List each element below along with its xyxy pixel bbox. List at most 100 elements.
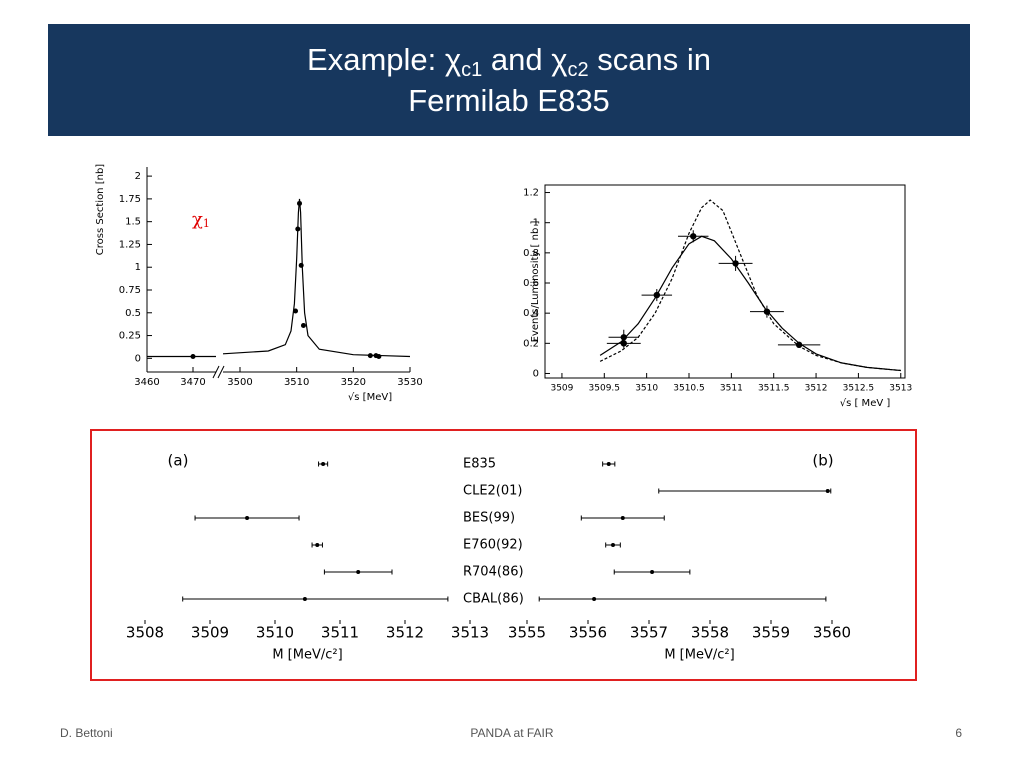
x-tick-label: 3509.5 [589,384,621,394]
y-tick-label: 0.75 [119,285,141,296]
y-tick-label: 1.75 [119,194,141,205]
data-point [620,516,625,520]
x-tick-label: 3510.5 [673,384,705,394]
category-label: BES(99) [463,511,515,526]
data-point [732,260,739,267]
y-tick-label: 0.2 [523,338,539,349]
x-tick-label: 3520 [341,377,366,388]
y-tick-label: 0 [533,368,539,379]
category-label: R704(86) [463,565,524,580]
y-tick-label: 0.25 [119,331,141,342]
x-tick-label: 3511 [321,624,359,642]
category-label: CBAL(86) [463,592,524,607]
x-tick-label: 3510 [256,624,294,642]
x-tick-label: 3512 [386,624,424,642]
data-point [295,226,301,232]
data-point [367,353,373,359]
x-tick-label: 3508 [126,624,164,642]
data-point [690,233,697,240]
x-axis-label: M [MeV/c²] [272,648,342,663]
x-tick-label: 3470 [180,377,205,388]
x-tick-label: 3559 [752,624,790,642]
x-tick-label: 3513 [889,384,912,394]
title-part: Example: χ [307,42,461,77]
y-tick-label: 1 [533,218,539,229]
data-point [302,597,307,601]
category-label: CLE2(01) [463,484,523,499]
y-tick-label: 0 [135,353,141,364]
y-tick-label: 0.5 [125,308,141,319]
x-tick-label: 3513 [451,624,489,642]
data-point [321,462,326,466]
y-tick-label: 2 [135,171,141,182]
data-point [315,543,320,547]
data-point [763,308,771,315]
x-tick-label: 3558 [691,624,729,642]
y-tick-label: 0.8 [523,248,539,259]
y-axis-label: Events/Luminosity [ nb ] [530,221,541,343]
x-tick-label: 3530 [397,377,422,388]
x-tick-label: 3556 [569,624,607,642]
data-point [356,570,361,574]
data-point [795,341,803,349]
y-tick-label: 1.2 [523,188,539,199]
data-point [293,308,299,314]
title-part: and χ [482,42,567,77]
title-sub: c2 [568,59,589,81]
category-label: E760(92) [463,538,523,553]
x-tick-label: 3512.5 [843,384,875,394]
title-line: Example: χc1 and χc2 scans in [307,42,711,81]
plot-frame [544,184,906,379]
data-point [606,462,611,466]
x-tick-label: 3460 [134,377,159,388]
x-tick-label: 3510 [635,384,658,394]
fit-curve [147,198,411,358]
data-point [190,354,196,360]
footer-author: D. Bettoni [60,726,113,740]
x-tick-label: 3509 [550,384,573,394]
data-point [620,334,627,341]
annotation-part: χ [192,209,203,230]
y-tick-label: 1.5 [125,217,141,228]
x-tick-label: 3511.5 [758,384,790,394]
x-tick-label: 3512 [805,384,828,394]
x-tick-label: 3557 [630,624,668,642]
title-part: scans in [589,42,711,77]
y-tick-label: 0.4 [523,308,539,319]
data-point [592,597,597,601]
x-axis-label: √s [MeV] [348,392,392,403]
annotation: χ1 [192,209,210,230]
data-point [376,354,382,360]
x-axis-label: M [MeV/c²] [664,648,734,663]
annotation-sub: 1 [203,217,210,230]
category-label: E835 [463,457,496,472]
x-tick-label: 3511 [720,384,743,394]
data-point [298,262,304,268]
fit-curve [599,235,901,372]
data-point [653,291,661,299]
data-point [245,516,250,520]
page-number: 6 [955,726,962,740]
data-point [825,489,830,493]
footer-center: PANDA at FAIR [470,726,553,740]
data-point [297,200,302,206]
x-tick-label: 3555 [508,624,546,642]
panel-label: (a) [168,452,189,470]
data-point [300,323,306,329]
panel-label: (b) [812,452,833,470]
data-point [611,543,616,547]
highlight-box [90,429,917,681]
x-tick-label: 3560 [813,624,851,642]
y-tick-label: 0.6 [523,278,539,289]
y-axis-label: Cross Section [nb] [95,164,106,256]
data-point [650,570,655,574]
y-tick-label: 1 [135,262,141,273]
title-line: Fermilab E835 [408,83,610,118]
title-bar [48,24,970,136]
x-tick-label: 3509 [191,624,229,642]
axis-break [212,365,225,379]
x-axis-label: √s [ MeV ] [840,398,891,409]
x-tick-label: 3500 [227,377,252,388]
title-sub: c1 [461,59,482,81]
